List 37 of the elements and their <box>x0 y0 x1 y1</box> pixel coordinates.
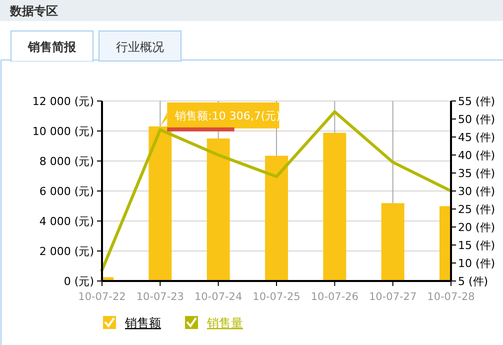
y2-tick-label: 45 (件) <box>458 131 496 144</box>
legend-label: 销售额 <box>124 316 161 330</box>
y-tick-label: 8 000 (元) <box>39 155 94 168</box>
text: 行业概况 <box>116 40 164 54</box>
x-tick-label: 10-07-22 <box>78 291 126 303</box>
y2-tick-label: 25 (件) <box>458 203 496 216</box>
y-tick-label: 4 000 (元) <box>39 215 94 228</box>
bar <box>323 132 346 281</box>
x-tick-label: 10-07-26 <box>310 291 359 303</box>
bar <box>381 203 404 281</box>
x-tick-label: 10-07-25 <box>252 291 300 303</box>
y-tick-label: 0 (元) <box>64 275 94 288</box>
y-tick-label: 2 000 (元) <box>39 245 94 258</box>
y2-tick-label: 30 (件) <box>458 185 496 198</box>
y2-tick-label: 10 (件) <box>458 257 496 270</box>
y2-tick-label: 35 (件) <box>458 167 496 180</box>
text: 销售简报 <box>27 40 77 54</box>
y2-tick-label: 20 (件) <box>458 221 496 234</box>
text: 数据专区 <box>9 4 58 18</box>
y-tick-label: 10 000 (元) <box>32 125 94 138</box>
x-tick-label: 10-07-28 <box>427 291 475 303</box>
bar <box>206 138 230 281</box>
y2-tick-label: 55 (件) <box>458 95 496 108</box>
line-series <box>100 110 452 272</box>
x-tick-label: 10-07-27 <box>368 291 417 303</box>
annotation: 销售额:10 306,7(元) <box>174 109 280 122</box>
bar <box>265 156 288 281</box>
y2-tick-label: 40 (件) <box>458 149 496 162</box>
legend-label: 销售量 <box>206 316 243 330</box>
x-tick-label: 10-07-23 <box>136 291 184 303</box>
picture-tooltip: 销售额:10 306,7(元) <box>160 102 280 132</box>
y2-tick-label: 15 (件) <box>458 239 496 252</box>
y2-tick-label: 5 (件) <box>458 275 488 288</box>
y-tick-label: 12 000 (元) <box>32 95 94 108</box>
y2-tick-label: 50 (件) <box>458 113 496 126</box>
y-tick-label: 6 000 (元) <box>39 185 94 198</box>
x-tick-label: 10-07-24 <box>194 291 242 303</box>
